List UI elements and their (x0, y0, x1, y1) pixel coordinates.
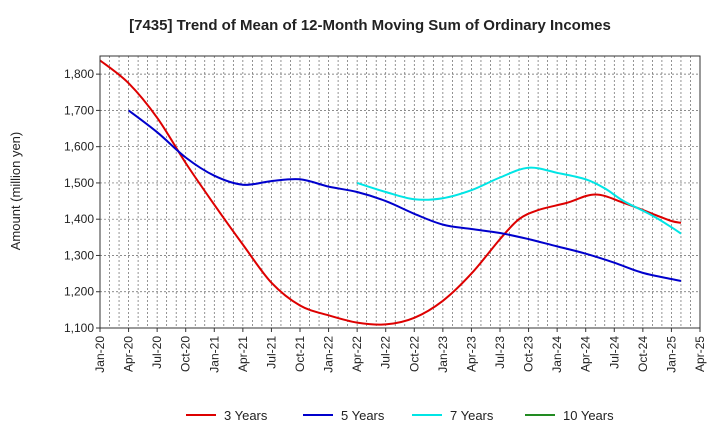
series-group (99, 59, 682, 326)
chart-title: [7435] Trend of Mean of 12-Month Moving … (129, 17, 611, 34)
x-tick-label: Oct-23 (522, 336, 536, 372)
grid (100, 56, 700, 329)
y-axis-label: Amount (million yen) (8, 132, 23, 251)
y-tick-label: 1,700 (64, 103, 94, 117)
x-tick-label: Oct-24 (636, 336, 650, 372)
series-line-7-years (356, 166, 682, 235)
legend: 3 Years 5 Years 7 Years 10 Years (186, 408, 614, 423)
x-tick-label: Jan-22 (322, 336, 336, 373)
x-tick-label: Jan-23 (436, 336, 450, 373)
legend-label-10-years: 10 Years (563, 408, 614, 423)
y-tick-label: 1,600 (64, 140, 94, 154)
x-tick-label: Jul-20 (150, 336, 164, 369)
series-line-3-years (99, 59, 682, 326)
y-tick-label: 1,500 (64, 176, 94, 190)
y-axis: 1,100 1,200 1,300 1,400 1,500 1,600 1,700 1,800 (64, 67, 100, 335)
x-tick-label: Oct-21 (293, 336, 307, 372)
x-tick-label: Apr-22 (350, 336, 364, 372)
x-tick-label: Oct-22 (407, 336, 421, 372)
x-tick-label: Jul-23 (493, 336, 507, 369)
x-tick-label: Apr-25 (693, 336, 707, 372)
x-tick-label: Apr-21 (236, 336, 250, 372)
x-tick-label: Jul-22 (379, 336, 393, 369)
y-tick-label: 1,800 (64, 67, 94, 81)
x-tick-label: Apr-24 (579, 336, 593, 372)
y-tick-label: 1,200 (64, 285, 94, 299)
plot-area (99, 55, 701, 329)
x-tick-label: Apr-20 (122, 336, 136, 372)
x-axis: Jan-20 Apr-20 Jul-20 Oct-20 Jan-21 Apr-21 Jul-… (93, 328, 707, 373)
x-tick-label: Jan-24 (550, 336, 564, 373)
legend-label-3-years: 3 Years (224, 408, 268, 423)
y-tick-label: 1,300 (64, 248, 94, 262)
x-tick-label: Jan-21 (207, 336, 221, 373)
y-tick-label: 1,100 (64, 321, 94, 335)
y-tick-label: 1,400 (64, 212, 94, 226)
legend-label-5-years: 5 Years (341, 408, 385, 423)
series-line-5-years (127, 109, 682, 282)
legend-label-7-years: 7 Years (450, 408, 494, 423)
x-tick-label: Jul-24 (607, 336, 621, 369)
x-tick-label: Jan-20 (93, 336, 107, 373)
x-tick-label: Jan-25 (664, 336, 678, 373)
x-tick-label: Oct-20 (179, 336, 193, 372)
x-tick-label: Apr-23 (464, 336, 478, 372)
x-tick-label: Jul-21 (264, 336, 278, 369)
